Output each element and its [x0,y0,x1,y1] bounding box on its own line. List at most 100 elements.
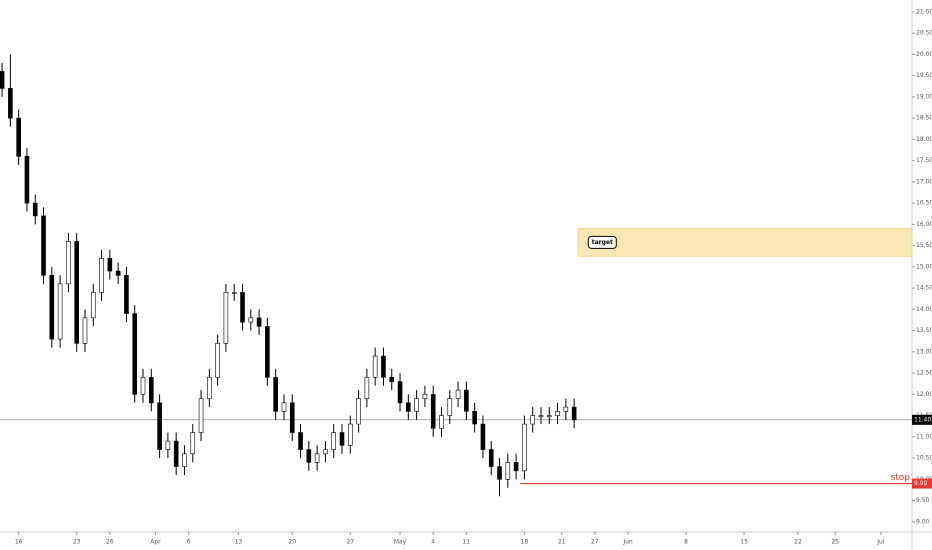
candle-body [372,355,378,378]
candle-body [488,449,494,467]
candle-body [538,415,544,417]
x-tick-label: 26 [106,539,114,546]
x-tick-label: Jul [876,539,885,546]
candle-body [406,402,411,412]
candle-body [265,326,270,378]
x-tick-label: Apr [150,539,161,546]
y-tick-label: 15.50 [916,242,932,249]
y-tick-label: 16.50 [916,200,932,207]
candle-body [414,398,419,412]
candle-body [132,313,138,395]
y-tick-label: 18.50 [916,115,932,122]
candle-body [165,440,171,450]
y-tick-label: 17.50 [916,157,932,164]
candle-body [182,453,187,467]
candle-body [439,415,444,429]
y-tick-label: 14.50 [916,285,932,292]
y-tick-label: 19.50 [916,72,932,79]
x-tick-label: 22 [794,539,802,546]
candle-body [49,275,55,340]
candle-body [397,381,403,404]
candle-body [281,402,287,412]
x-tick-label: 23 [73,539,81,546]
y-tick-label: 16.00 [916,221,932,228]
stop-axis-label: 9.90 [914,480,928,487]
x-tick-label: 13 [235,539,243,546]
candle-body [289,402,295,433]
candle-body [149,377,154,404]
candle-body [99,258,104,293]
last-price-box [912,414,932,425]
candle-body [546,415,552,417]
candle-body [522,423,527,472]
candle-body [381,355,386,378]
candle-body [124,275,129,314]
candle-body [198,398,204,433]
y-tick-label: 15.00 [916,263,932,270]
candle-body [173,440,179,467]
x-tick-label: 11 [463,539,471,546]
candle-body [472,411,477,425]
y-tick-label: 14.00 [916,306,932,313]
x-tick-label: May [394,539,407,546]
target-label: target [592,239,613,246]
x-tick-label: Jun [622,539,633,546]
candle-body [140,377,146,395]
candle-body [66,241,71,285]
candle-body [115,270,121,276]
y-tick-label: 20.00 [916,51,932,58]
x-tick-label: 16 [15,539,23,546]
candle-body [107,258,113,272]
y-tick-label: 17.00 [916,178,932,185]
y-tick-label: 19.00 [916,93,932,100]
stop-label: stop [891,473,911,483]
candle-body [231,292,237,294]
candle-body [90,292,96,319]
candle-body [497,466,502,480]
y-tick-label: 13.50 [916,327,932,334]
candle-body [364,377,370,399]
candle-body [74,241,79,344]
y-tick-label: 9.00 [916,518,930,525]
candle-body [24,156,30,204]
x-tick-label: 27 [591,539,599,546]
candle-body [298,432,303,450]
y-tick-label: 12.00 [916,391,932,398]
y-tick-label: 13.00 [916,348,932,355]
candle-body [447,398,453,416]
candle-body [347,423,353,446]
candle-body [57,283,63,340]
candle-body [207,377,212,399]
y-tick-label: 21.00 [916,8,932,15]
stop-axis-box [912,478,932,489]
x-tick-label: 27 [346,539,354,546]
candle-body [157,402,162,450]
candle-body [314,453,320,463]
candle-body [306,449,312,463]
target-label-box [587,235,617,249]
x-tick-label: 20 [288,539,296,546]
candle-body [389,377,395,382]
candle-body [555,411,560,416]
y-tick-label: 18.00 [916,136,932,143]
candle-body [256,317,262,327]
candle-body [455,389,461,399]
candle-body [339,432,345,446]
x-tick-label: 21 [558,539,566,546]
candle-body [223,292,229,344]
candle-body [0,71,5,89]
candle-body [323,449,328,455]
target-zone [577,228,913,257]
x-tick-label: 4 [431,539,435,546]
candle-body [530,415,535,425]
candle-body [513,462,519,472]
candle-body [41,215,46,276]
candle-body [480,423,486,450]
y-tick-label: 11.00 [916,433,932,440]
candle-body [571,406,577,421]
candle-body [248,317,254,323]
candle-body [356,398,361,425]
candle-body [273,377,278,412]
y-tick-label: 10.50 [916,455,932,462]
